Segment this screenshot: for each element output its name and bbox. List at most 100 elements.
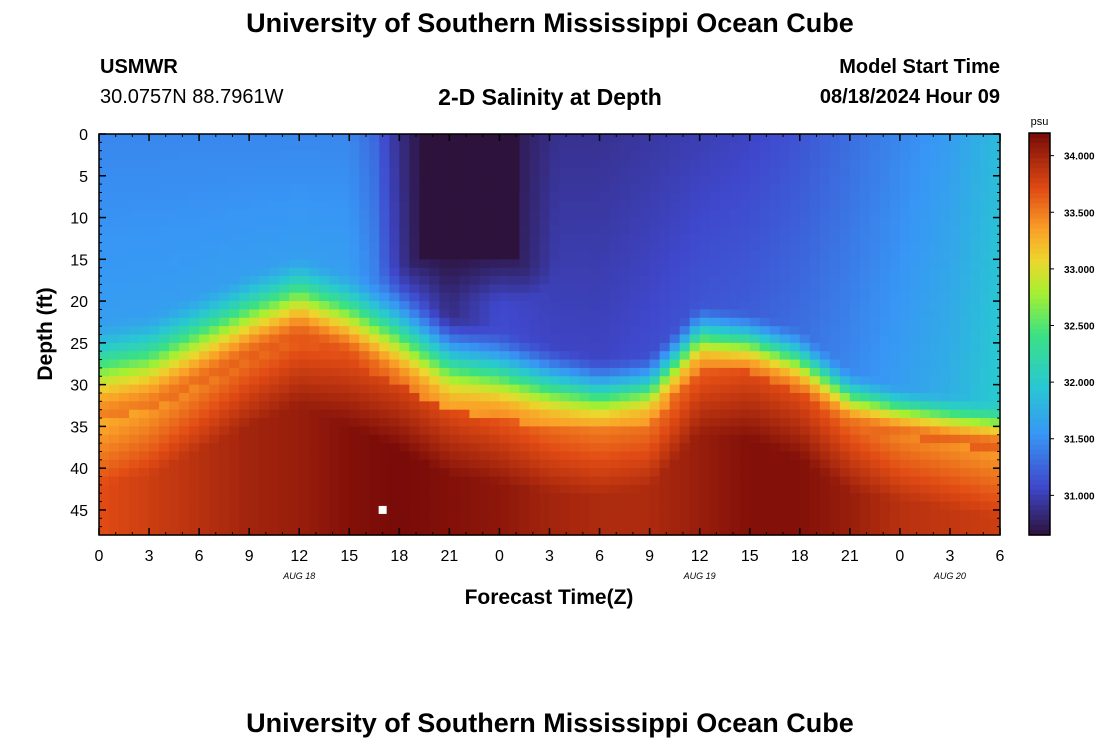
heatmap-cell bbox=[919, 418, 931, 427]
heatmap-cell bbox=[729, 409, 741, 419]
heatmap-cell bbox=[489, 518, 501, 528]
heatmap-cell bbox=[809, 401, 821, 411]
heatmap-cell bbox=[479, 359, 491, 369]
heatmap-cell bbox=[419, 434, 430, 444]
heatmap-cell bbox=[249, 326, 260, 336]
heatmap-cell bbox=[229, 351, 240, 361]
heatmap-cell bbox=[789, 384, 801, 394]
heatmap-cell bbox=[509, 159, 521, 169]
heatmap-cell bbox=[769, 418, 781, 427]
colorbar-segment bbox=[1029, 238, 1050, 245]
heatmap-cell bbox=[519, 134, 531, 143]
heatmap-cell bbox=[969, 142, 981, 152]
heatmap-cell bbox=[859, 401, 871, 411]
heatmap-cell bbox=[579, 367, 591, 377]
heatmap-cell bbox=[949, 518, 961, 528]
heatmap-cell bbox=[659, 167, 671, 177]
heatmap-cell bbox=[359, 459, 370, 469]
heatmap-cell bbox=[459, 367, 471, 377]
heatmap-cell bbox=[549, 376, 561, 386]
heatmap-cell bbox=[309, 184, 320, 194]
heatmap-cell bbox=[719, 426, 731, 436]
heatmap-cell bbox=[749, 351, 761, 361]
heatmap-cell bbox=[779, 150, 791, 160]
heatmap-cell bbox=[289, 342, 300, 352]
heatmap-cell bbox=[549, 175, 561, 185]
heatmap-cell bbox=[949, 443, 961, 453]
heatmap-cell bbox=[539, 342, 551, 352]
heatmap-cell bbox=[489, 493, 501, 503]
heatmap-cell bbox=[689, 526, 701, 536]
heatmap-cell bbox=[869, 292, 881, 302]
heatmap-cell bbox=[769, 301, 781, 311]
heatmap-cell bbox=[719, 134, 731, 143]
heatmap-cell bbox=[199, 250, 210, 260]
heatmap-cell bbox=[379, 451, 390, 461]
colorbar-segment bbox=[1029, 424, 1050, 431]
heatmap-cell bbox=[889, 443, 901, 453]
heatmap-cell bbox=[899, 317, 911, 327]
heatmap-cell bbox=[519, 526, 531, 536]
heatmap-cell bbox=[559, 476, 571, 486]
heatmap-cell bbox=[839, 276, 851, 285]
heatmap-cell bbox=[929, 242, 941, 252]
heatmap-cell bbox=[429, 409, 440, 419]
heatmap-cell bbox=[439, 309, 450, 319]
heatmap-cell bbox=[869, 267, 881, 277]
heatmap-cell bbox=[809, 526, 821, 536]
heatmap-cell bbox=[849, 192, 861, 202]
heatmap-cell bbox=[349, 367, 360, 377]
heatmap-cell bbox=[149, 150, 160, 160]
heatmap-cell bbox=[499, 242, 511, 252]
heatmap-cell bbox=[109, 468, 120, 478]
heatmap-cell bbox=[839, 150, 851, 160]
colorbar-segment bbox=[1029, 323, 1050, 330]
heatmap-cell bbox=[799, 351, 811, 361]
heatmap-cell bbox=[939, 493, 951, 503]
heatmap-cell bbox=[729, 426, 741, 436]
heatmap-cell bbox=[729, 443, 741, 453]
heatmap-cell bbox=[459, 134, 471, 143]
heatmap-cell bbox=[819, 200, 831, 210]
heatmap-cell bbox=[899, 526, 911, 536]
heatmap-cell bbox=[659, 150, 671, 160]
heatmap-cell bbox=[209, 175, 220, 185]
heatmap-cell bbox=[319, 242, 330, 252]
heatmap-cell bbox=[569, 184, 581, 194]
heatmap-cell bbox=[629, 468, 641, 478]
heatmap-cell bbox=[799, 493, 811, 503]
heatmap-cell bbox=[919, 376, 931, 386]
heatmap-cell bbox=[679, 309, 691, 319]
heatmap-cell bbox=[829, 217, 841, 227]
heatmap-cell bbox=[539, 518, 551, 528]
heatmap-cell bbox=[869, 392, 881, 402]
heatmap-cell bbox=[809, 459, 821, 469]
heatmap-cell bbox=[369, 476, 380, 486]
heatmap-cell bbox=[219, 351, 230, 361]
heatmap-cell bbox=[179, 451, 190, 461]
heatmap-cell bbox=[709, 509, 721, 519]
heatmap-cell bbox=[919, 484, 931, 494]
heatmap-cell bbox=[899, 509, 911, 519]
heatmap-cell bbox=[639, 434, 651, 444]
heatmap-cell bbox=[459, 509, 471, 519]
heatmap-cell bbox=[609, 292, 621, 302]
heatmap-cell bbox=[749, 225, 761, 235]
heatmap-cell bbox=[699, 426, 711, 436]
heatmap-cell bbox=[869, 342, 881, 352]
heatmap-cell bbox=[239, 334, 250, 344]
heatmap-cell bbox=[279, 292, 290, 302]
heatmap-cell bbox=[99, 175, 110, 185]
heatmap-cell bbox=[409, 342, 420, 352]
heatmap-cell bbox=[749, 468, 761, 478]
heatmap-cell bbox=[639, 217, 651, 227]
heatmap-cell bbox=[349, 276, 360, 285]
heatmap-cell bbox=[369, 250, 380, 260]
heatmap-cell bbox=[339, 451, 350, 461]
heatmap-cell bbox=[729, 317, 741, 327]
heatmap-cell bbox=[599, 501, 611, 511]
heatmap-cell bbox=[679, 459, 691, 469]
heatmap-cell bbox=[339, 301, 350, 311]
heatmap-cell bbox=[879, 401, 891, 411]
heatmap-cell bbox=[749, 134, 761, 143]
